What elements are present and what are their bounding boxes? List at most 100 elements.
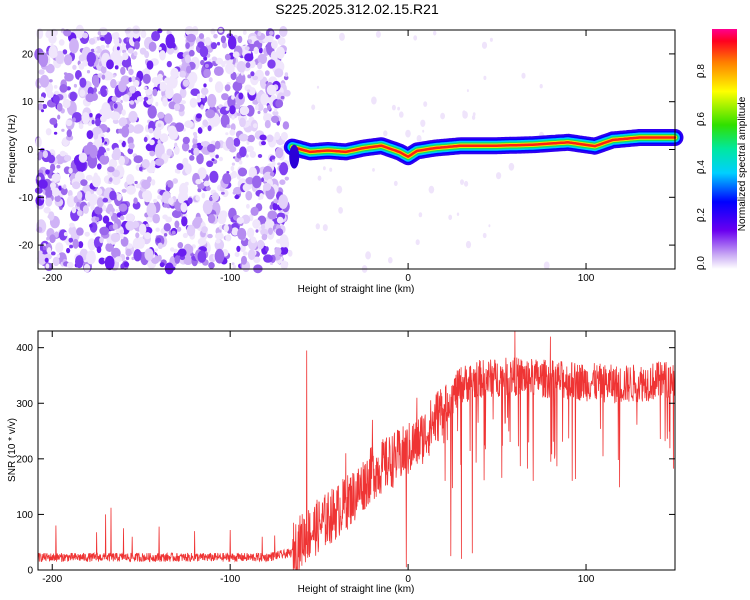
noise-blob [164,262,174,275]
noise-blob [113,36,120,45]
noise-blob [456,212,460,216]
noise-blob [118,117,128,127]
noise-blob [37,250,43,256]
noise-blob [195,179,202,185]
noise-blob [230,123,236,131]
noise-blob [112,147,122,160]
colorbar-tick-label: 0.4 [696,160,707,174]
noise-blob [257,154,263,158]
noise-blob [259,134,267,141]
x-tick-label: 100 [578,273,595,284]
noise-blob [433,30,437,36]
noise-blob [110,111,121,121]
noise-blob [173,146,180,155]
noise-blob [181,142,190,152]
noise-blob [76,201,81,207]
noise-blob [64,155,72,162]
ridge-onset-blob [289,144,300,169]
noise-blob [105,206,115,215]
noise-blob [207,93,217,108]
noise-blob [53,85,58,89]
noise-blob [78,152,88,163]
noise-blob [134,180,138,185]
noise-blob [41,104,48,109]
noise-blob [182,232,188,239]
noise-blob [152,213,160,224]
noise-blob [264,70,270,76]
noise-blob [134,40,140,50]
noise-blob [207,214,216,224]
noise-blob [39,74,50,88]
noise-blob [50,182,56,190]
noise-blob [397,106,400,111]
noise-blob [119,229,125,234]
noise-blob [234,251,240,258]
noise-blob [282,121,290,130]
noise-blob [62,49,68,55]
noise-blob [53,95,60,104]
noise-blob [72,117,76,123]
noise-blob [448,214,453,220]
noise-blob [159,50,166,61]
noise-blob [62,98,71,109]
noise-blob [110,232,121,243]
noise-blob [38,179,48,189]
noise-blob [521,72,526,79]
spectrogram-y-axis: -20 -10 0 10 20 [19,49,675,252]
noise-blob [93,133,99,140]
noise-blob [45,263,50,269]
noise-blob [66,261,74,269]
noise-blob [48,79,53,83]
noise-blob [279,26,288,37]
noise-blob [168,197,174,205]
noise-blob [68,237,74,243]
colorbar: 0.0 0.2 0.4 0.6 0.8 Normalized spectral ampl… [696,29,748,270]
noise-blob [120,206,126,212]
x-tick-label: -200 [42,273,62,284]
colorbar-label: Normalized spectral amplitude [737,96,748,231]
noise-blob [89,223,93,228]
noise-blob [196,113,202,119]
noise-blob [276,216,284,224]
noise-blob [239,117,246,128]
noise-blob [205,186,211,191]
noise-blob [75,255,84,269]
noise-blob [284,72,289,77]
noise-blob [108,158,118,169]
noise-blob [165,86,174,99]
x-tick-label: -100 [220,273,240,284]
noise-blob [114,256,123,263]
noise-blob [274,68,284,78]
noise-blob [488,224,491,228]
noise-blob [100,44,106,50]
noise-blob [107,166,115,173]
noise-blob [239,105,250,116]
noise-blob [120,263,125,270]
noise-blob [45,197,53,207]
noise-blob [375,30,381,38]
noise-blob [201,192,206,199]
x-tick-label: -200 [42,574,62,585]
noise-blob [152,88,158,97]
noise-blob [128,77,133,83]
noise-blob [250,206,259,216]
noise-blob [150,159,156,168]
noise-blob [67,190,73,197]
noise-blob [139,223,147,235]
noise-blob [115,209,119,213]
noise-blob [66,195,76,208]
noise-blob [125,220,136,231]
noise-blob [200,104,204,110]
noise-blob [122,52,129,61]
noise-blob [278,194,289,210]
noise-blob [193,216,203,225]
noise-blob [193,147,200,156]
noise-blob [200,87,209,95]
noise-blob [267,104,271,111]
noise-blob [68,167,73,174]
noise-blob [120,236,129,247]
noise-blob [231,162,235,166]
noise-blob [94,206,103,215]
y-tick-label: 10 [22,97,34,108]
